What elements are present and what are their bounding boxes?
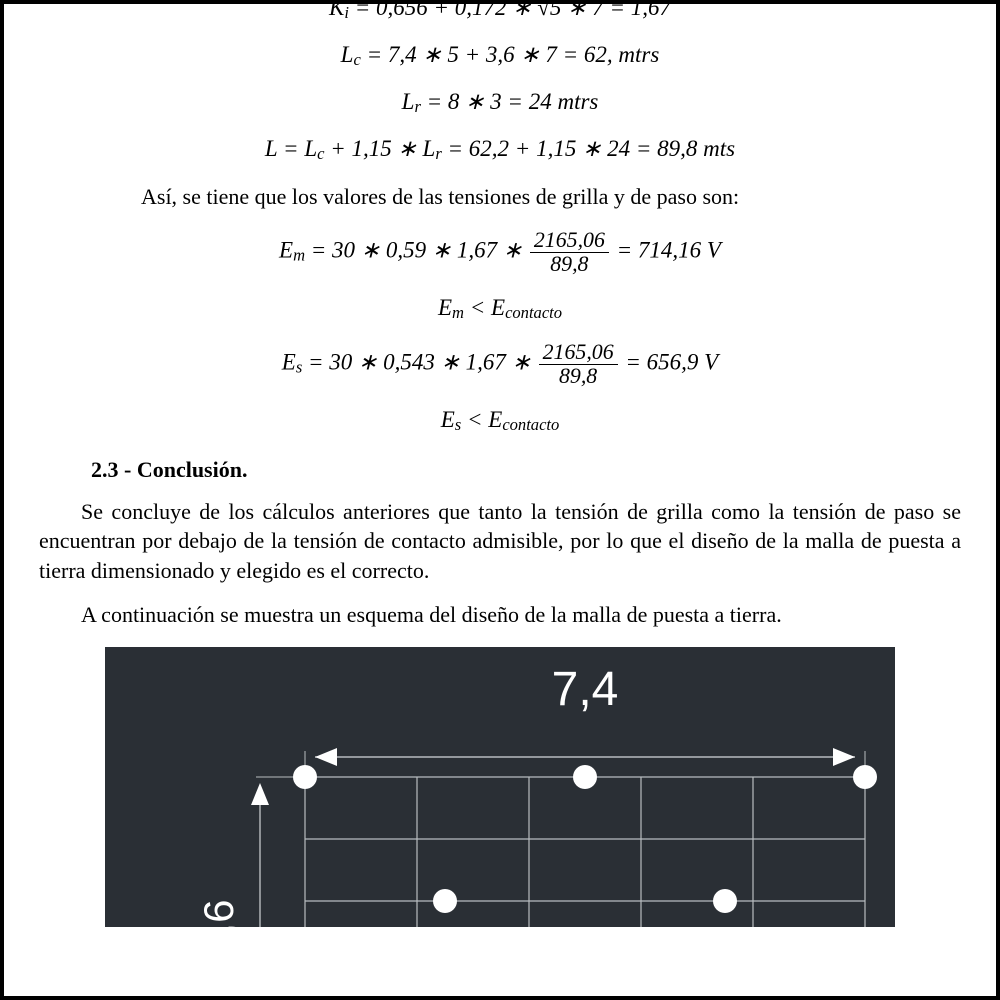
equation-em: Em = 30 ∗ 0,59 ∗ 1,67 ∗ 2165,06 89,8 = 7…: [39, 229, 961, 276]
section-title: 2.3 - Conclusión.: [91, 457, 961, 483]
equation-es-compare: Es < Econtacto: [39, 406, 961, 435]
equation-ki: Ki = 0,656 + 0,172 ∗ √5 ∗ 7 = 1,67: [39, 0, 961, 23]
document-page: Ki = 0,656 + 0,172 ∗ √5 ∗ 7 = 1,67 Lc = …: [0, 0, 1000, 1000]
conclusion-text: Se concluye de los cálculos anteriores q…: [39, 497, 961, 586]
equation-lc: Lc = 7,4 ∗ 5 + 3,6 ∗ 7 = 62, mtrs: [39, 41, 961, 70]
intro-line: Así, se tiene que los valores de las ten…: [99, 182, 921, 212]
fraction-em-den: 89,8: [530, 253, 609, 276]
equation-l: L = Lc + 1,15 ∗ Lr = 62,2 + 1,15 ∗ 24 = …: [39, 135, 961, 164]
fraction-es: 2165,06 89,8: [537, 341, 620, 388]
fraction-em-num: 2165,06: [530, 229, 609, 253]
diagram-container: 7,4 ,6: [39, 647, 961, 932]
equation-es: Es = 30 ∗ 0,543 ∗ 1,67 ∗ 2165,06 89,8 = …: [39, 341, 961, 388]
equation-ki-text: Ki = 0,656 + 0,172 ∗ √5 ∗ 7 = 1,67: [329, 0, 671, 20]
equation-lr: Lr = 8 ∗ 3 = 24 mtrs: [39, 88, 961, 117]
equation-em-compare: Em < Econtacto: [39, 294, 961, 323]
svg-text:7,4: 7,4: [552, 663, 619, 716]
fraction-es-num: 2165,06: [539, 341, 618, 365]
diagram-intro: A continuación se muestra un esquema del…: [39, 600, 961, 630]
fraction-es-den: 89,8: [539, 365, 618, 388]
fraction-em: 2165,06 89,8: [528, 229, 611, 276]
svg-text:,6: ,6: [195, 900, 242, 928]
grounding-mesh-diagram: 7,4 ,6: [105, 647, 895, 927]
